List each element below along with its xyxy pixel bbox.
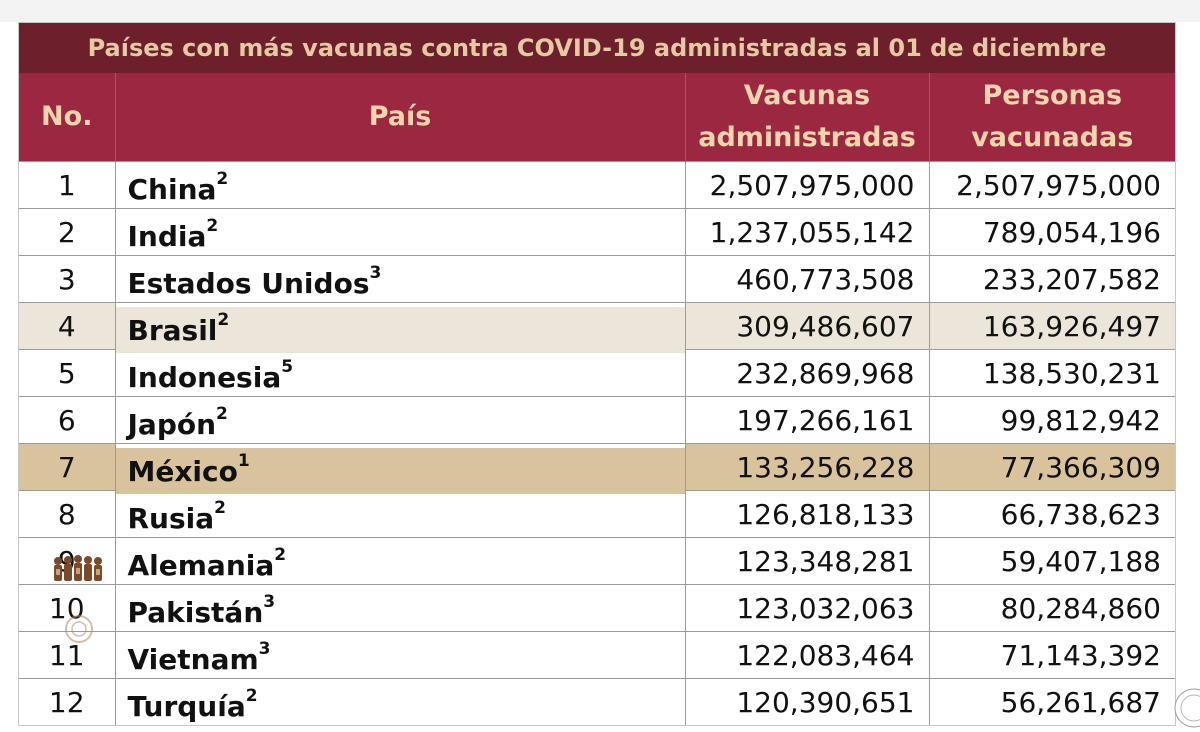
table-row-highlighted: 7 México1 133,256,228 77,366,309	[19, 443, 1175, 495]
footnote-marker: 2	[274, 545, 287, 566]
header-no: No.	[19, 73, 116, 162]
country-cell: Japón2	[115, 400, 686, 448]
country-cell: México1	[115, 447, 686, 495]
row-number: 6	[19, 396, 116, 444]
footnote-marker: 5	[281, 357, 294, 378]
country-name: Alemania	[127, 548, 275, 582]
vaccines-administered: 126,818,133	[685, 490, 930, 538]
seal-icon	[64, 614, 94, 644]
mexico-logo-icon	[1174, 688, 1200, 728]
persons-vaccinated: 138,530,231	[929, 349, 1175, 397]
footnote-marker: 2	[217, 310, 230, 331]
header-vaccines: Vacunas administradas	[685, 73, 930, 162]
vaccines-administered: 197,266,161	[685, 396, 930, 444]
persons-vaccinated: 2,507,975,000	[929, 161, 1175, 209]
row-number: 3	[19, 255, 116, 303]
row-number: 12	[19, 678, 116, 725]
header-persons: Personas vacunadas	[929, 73, 1175, 162]
footnote-marker: 2	[206, 216, 219, 237]
country-name: India	[127, 219, 207, 253]
country-cell: Vietnam3	[115, 635, 686, 683]
header-persons-line1: Personas	[982, 80, 1123, 111]
vaccines-administered: 120,390,651	[685, 678, 930, 725]
row-number: 8	[19, 490, 116, 538]
country-cell: Estados Unidos3	[115, 259, 686, 307]
table-row: 11 Vietnam3 122,083,464 71,143,392	[19, 631, 1175, 683]
country-cell: India2	[115, 212, 686, 260]
vaccines-administered: 123,348,281	[685, 537, 930, 585]
footnote-marker: 2	[214, 498, 226, 519]
country-name: Turquía	[127, 689, 246, 723]
top-strip	[0, 0, 1200, 22]
vaccines-administered: 123,032,063	[685, 584, 930, 632]
persons-vaccinated: 77,366,309	[929, 443, 1175, 491]
table-row: 6 Japón2 197,266,161 99,812,942	[19, 396, 1175, 448]
country-name: México	[127, 454, 238, 488]
persons-vaccinated: 71,143,392	[929, 631, 1175, 679]
table-row: 5 Indonesia5 232,869,968 138,530,231	[19, 349, 1175, 401]
footnote-marker: 2	[245, 686, 258, 707]
table-row: 2 India2 1,237,055,142 789,054,196	[19, 208, 1175, 260]
heroes-figures-logo	[52, 553, 108, 583]
footnote-marker: 2	[216, 169, 229, 190]
table-row: 3 Estados Unidos3 460,773,508 233,207,58…	[19, 255, 1175, 307]
vaccination-table-card: Países con más vacunas contra COVID-19 a…	[18, 22, 1176, 729]
persons-vaccinated: 66,738,623	[929, 490, 1175, 538]
country-cell: Indonesia5	[115, 353, 686, 401]
vaccines-administered: 460,773,508	[685, 255, 930, 303]
table-row: 12 Turquía2 120,390,651 56,261,687	[19, 678, 1175, 729]
vaccines-administered: 133,256,228	[685, 443, 930, 491]
persons-vaccinated: 789,054,196	[929, 208, 1175, 256]
country-cell: Rusia2	[115, 494, 686, 542]
country-name: Vietnam	[127, 642, 259, 676]
header-persons-line2: vacunadas	[971, 122, 1134, 153]
header-vaccines-line2: administradas	[698, 122, 916, 153]
vaccines-administered: 2,507,975,000	[685, 161, 930, 209]
country-cell: Pakistán3	[115, 588, 686, 636]
row-number: 5	[19, 349, 116, 397]
persons-vaccinated: 59,407,188	[929, 537, 1175, 585]
vaccines-administered: 1,237,055,142	[685, 208, 930, 256]
vaccination-table: No. País Vacunas administradas Personas …	[19, 73, 1175, 729]
persons-vaccinated: 80,284,860	[929, 584, 1175, 632]
country-name: Indonesia	[127, 360, 282, 394]
row-number: 4	[19, 302, 116, 350]
country-name: Brasil	[127, 313, 218, 347]
table-row: 1 China2 2,507,975,000 2,507,975,000	[19, 161, 1175, 213]
footnote-marker: 3	[258, 639, 271, 660]
header-vaccines-line1: Vacunas	[743, 80, 871, 111]
footnote-marker: 2	[216, 404, 228, 425]
country-cell: Turquía2	[115, 682, 686, 729]
header-country: País	[115, 73, 686, 162]
table-row-highlighted: 4 Brasil2 309,486,607 163,926,497	[19, 302, 1175, 354]
table-row: 10 Pakistán3 123,032,063 80,284,860	[19, 584, 1175, 636]
country-name: Pakistán	[127, 595, 264, 629]
country-cell: Brasil2	[115, 306, 686, 354]
header-row: No. País Vacunas administradas Personas …	[19, 73, 1175, 162]
country-name: China	[127, 172, 217, 206]
table-row: 9 Alemania2 123,348,281 59,407,188	[19, 537, 1175, 589]
table-row: 8 Rusia2 126,818,133 66,738,623	[19, 490, 1175, 542]
country-name: Japón	[127, 407, 217, 441]
footnote-marker: 3	[369, 263, 382, 284]
country-cell: Alemania2	[115, 541, 686, 589]
country-name: Rusia	[127, 501, 215, 535]
row-number: 7	[19, 443, 116, 491]
country-cell: China2	[115, 165, 686, 213]
vaccines-administered: 122,083,464	[685, 631, 930, 679]
table-title: Países con más vacunas contra COVID-19 a…	[19, 23, 1175, 73]
row-number: 11	[19, 631, 116, 679]
vaccines-administered: 309,486,607	[685, 302, 930, 350]
row-number: 2	[19, 208, 116, 256]
vaccines-administered: 232,869,968	[685, 349, 930, 397]
persons-vaccinated: 99,812,942	[929, 396, 1175, 444]
country-name: Estados Unidos	[127, 266, 370, 300]
persons-vaccinated: 56,261,687	[929, 678, 1175, 725]
persons-vaccinated: 163,926,497	[929, 302, 1175, 350]
footnote-marker: 1	[237, 451, 250, 472]
footnote-marker: 3	[263, 592, 276, 613]
row-number: 1	[19, 161, 116, 209]
persons-vaccinated: 233,207,582	[929, 255, 1175, 303]
